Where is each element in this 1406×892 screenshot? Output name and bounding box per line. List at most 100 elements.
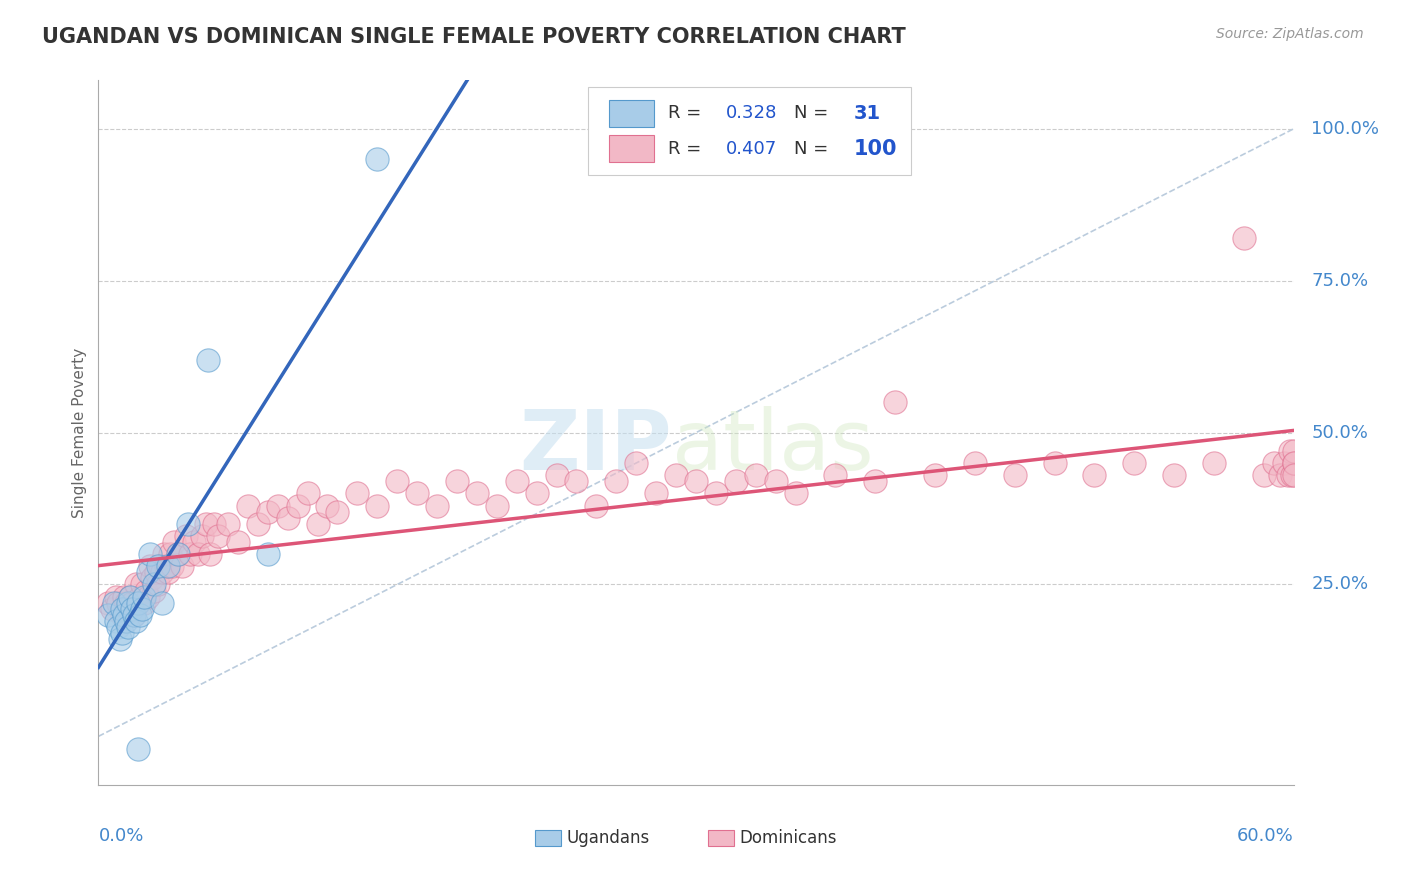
Point — [134, 590, 156, 604]
Text: N =: N = — [794, 140, 834, 158]
Point — [115, 614, 138, 628]
Text: Ugandans: Ugandans — [567, 829, 650, 847]
Point — [645, 486, 668, 500]
Point — [256, 505, 278, 519]
Point — [117, 596, 139, 610]
Point — [101, 602, 124, 616]
Point — [197, 352, 219, 367]
Point — [685, 474, 707, 488]
Point — [195, 516, 218, 531]
Text: 100: 100 — [853, 138, 897, 159]
Point — [316, 499, 339, 513]
FancyBboxPatch shape — [609, 100, 654, 127]
Point — [526, 486, 548, 500]
Point — [1278, 443, 1301, 458]
Point — [160, 559, 183, 574]
Point — [124, 607, 146, 622]
Text: 0.407: 0.407 — [725, 140, 778, 158]
Point — [167, 547, 190, 561]
Text: Source: ZipAtlas.com: Source: ZipAtlas.com — [1216, 27, 1364, 41]
Text: 60.0%: 60.0% — [1237, 827, 1294, 846]
Point — [143, 577, 166, 591]
Point — [1253, 468, 1275, 483]
Point — [1083, 468, 1105, 483]
Point — [121, 596, 143, 610]
FancyBboxPatch shape — [534, 830, 561, 846]
Point — [112, 590, 135, 604]
Point — [1233, 231, 1256, 245]
Point — [724, 474, 747, 488]
Point — [148, 577, 170, 591]
Text: 25.0%: 25.0% — [1312, 575, 1368, 593]
Point — [117, 620, 139, 634]
Text: ZIP: ZIP — [520, 406, 672, 487]
Point — [183, 535, 205, 549]
Point — [129, 590, 152, 604]
Point — [135, 583, 157, 598]
Point — [1281, 468, 1303, 483]
Point — [187, 547, 209, 561]
Point — [150, 566, 173, 580]
Point — [134, 596, 156, 610]
Point — [198, 547, 221, 561]
Point — [785, 486, 807, 500]
Point — [485, 499, 508, 513]
Point — [1043, 456, 1066, 470]
Text: R =: R = — [668, 140, 707, 158]
FancyBboxPatch shape — [589, 87, 911, 176]
Text: 0.328: 0.328 — [725, 104, 778, 122]
Point — [1282, 443, 1305, 458]
Point — [1163, 468, 1185, 483]
Point — [1282, 456, 1305, 470]
Text: 100.0%: 100.0% — [1312, 120, 1379, 138]
Point — [824, 468, 846, 483]
Point — [256, 547, 278, 561]
Point — [626, 456, 648, 470]
Point — [110, 632, 132, 647]
Text: UGANDAN VS DOMINICAN SINGLE FEMALE POVERTY CORRELATION CHART: UGANDAN VS DOMINICAN SINGLE FEMALE POVER… — [42, 27, 905, 46]
Point — [131, 577, 153, 591]
Point — [129, 607, 152, 622]
Point — [924, 468, 946, 483]
Point — [105, 614, 128, 628]
Point — [131, 602, 153, 616]
Point — [145, 566, 167, 580]
Point — [202, 516, 225, 531]
Point — [150, 596, 173, 610]
Point — [127, 741, 149, 756]
Point — [1123, 456, 1146, 470]
Point — [117, 602, 139, 616]
Point — [120, 590, 142, 604]
Point — [120, 590, 142, 604]
Point — [1272, 456, 1295, 470]
Point — [163, 535, 186, 549]
Point — [105, 590, 128, 604]
Point — [125, 577, 148, 591]
Point — [125, 614, 148, 628]
Point — [1282, 456, 1305, 470]
Text: Dominicans: Dominicans — [740, 829, 837, 847]
Point — [1268, 468, 1291, 483]
Point — [884, 395, 907, 409]
Point — [179, 547, 201, 561]
Point — [226, 535, 249, 549]
Point — [506, 474, 529, 488]
Point — [121, 602, 143, 616]
Point — [207, 529, 229, 543]
Point — [446, 474, 468, 488]
Y-axis label: Single Female Poverty: Single Female Poverty — [72, 348, 87, 517]
Point — [136, 590, 159, 604]
Point — [111, 626, 134, 640]
Point — [297, 486, 319, 500]
Text: N =: N = — [794, 104, 834, 122]
Point — [103, 596, 125, 610]
Point — [307, 516, 329, 531]
Point — [127, 596, 149, 610]
Point — [1282, 468, 1305, 483]
Point — [1277, 468, 1299, 483]
Point — [111, 607, 134, 622]
Point — [124, 607, 146, 622]
Point — [665, 468, 688, 483]
Point — [107, 620, 129, 634]
Point — [1202, 456, 1225, 470]
